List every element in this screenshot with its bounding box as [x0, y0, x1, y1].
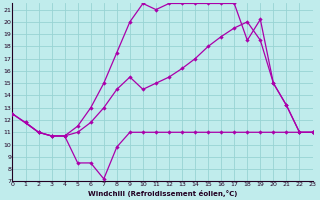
X-axis label: Windchill (Refroidissement éolien,°C): Windchill (Refroidissement éolien,°C) [88, 190, 237, 197]
